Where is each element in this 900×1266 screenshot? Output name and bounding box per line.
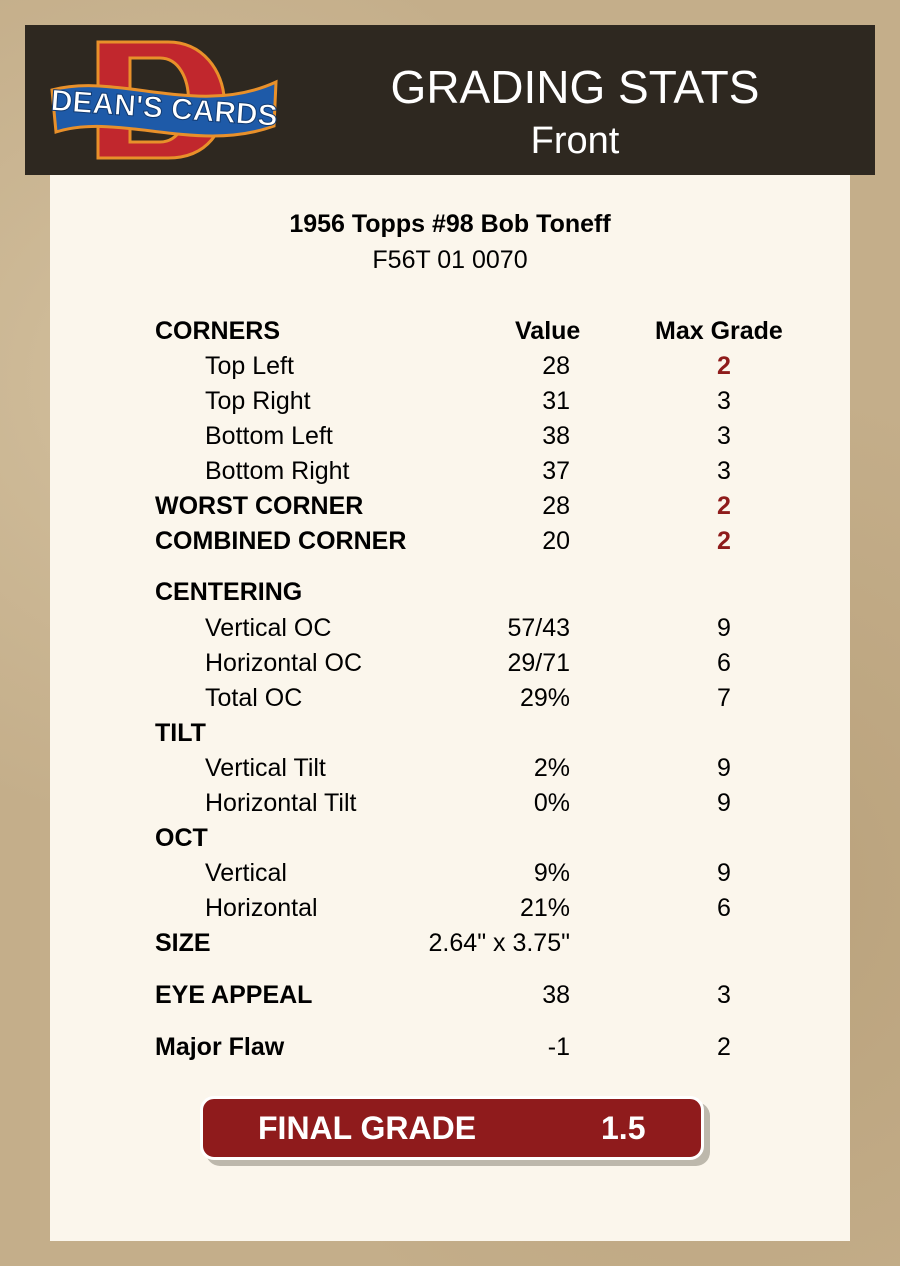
- stat-max-grade: 9: [717, 754, 731, 782]
- card-id: F56T 01 0070: [372, 246, 528, 274]
- stat-row: Horizontal 21% 6: [0, 893, 900, 923]
- stat-label: CENTERING: [155, 578, 303, 606]
- stat-max-grade: 3: [717, 981, 731, 1009]
- stat-row: EYE APPEAL 38 3: [0, 980, 900, 1010]
- stat-max-grade: 6: [717, 894, 731, 922]
- final-grade-badge: FINAL GRADE 1.5: [200, 1096, 704, 1160]
- stat-value: 2.64" x 3.75": [428, 929, 570, 957]
- stat-value: 21%: [519, 894, 570, 922]
- stat-row: Top Right 31 3: [0, 386, 900, 416]
- stat-label: TILT: [155, 719, 206, 747]
- stat-value: 38: [542, 422, 570, 450]
- stat-value: 9%: [533, 859, 570, 887]
- stat-row: Top Left 28 2: [0, 351, 900, 381]
- stat-max-grade: 3: [717, 387, 731, 415]
- stat-label: EYE APPEAL: [155, 981, 313, 1009]
- stat-max-grade: 3: [717, 422, 731, 450]
- stat-max-grade: 9: [717, 859, 731, 887]
- stat-row: Bottom Right 37 3: [0, 456, 900, 486]
- stat-label: Horizontal Tilt: [205, 789, 357, 817]
- stat-value: -1: [547, 1033, 570, 1061]
- deans-cards-logo: DEAN'S CARDS: [49, 40, 279, 160]
- stat-value: 0%: [533, 789, 570, 817]
- card-name: 1956 Topps #98 Bob Toneff: [289, 210, 611, 238]
- stat-row: Total OC 29% 7: [0, 683, 900, 713]
- stat-label: Total OC: [205, 684, 303, 712]
- stat-label: WORST CORNER: [155, 492, 364, 520]
- stat-value: 29/71: [507, 649, 570, 677]
- stat-label: Top Left: [205, 352, 294, 380]
- value-column-header: Value: [515, 317, 581, 345]
- page-subtitle: Front: [530, 120, 620, 162]
- stat-row: CENTERING: [0, 577, 900, 607]
- stat-label: Top Right: [205, 387, 311, 415]
- stat-value: 57/43: [507, 614, 570, 642]
- stat-label: Horizontal OC: [205, 649, 362, 677]
- stat-max-grade: 2: [717, 492, 731, 520]
- stat-row: Vertical OC 57/43 9: [0, 613, 900, 643]
- stat-value: 29%: [519, 684, 570, 712]
- stat-value: 28: [542, 492, 570, 520]
- stat-label: Major Flaw: [155, 1033, 285, 1061]
- stat-value: 37: [542, 457, 570, 485]
- stat-max-grade: 2: [717, 527, 731, 555]
- stat-row: TILT: [0, 718, 900, 748]
- stat-max-grade: 2: [717, 352, 731, 380]
- stat-label: Vertical OC: [205, 614, 332, 642]
- stat-row: Vertical Tilt 2% 9: [0, 753, 900, 783]
- stat-max-grade: 9: [717, 789, 731, 817]
- stat-value: 2%: [533, 754, 570, 782]
- stat-max-grade: 2: [717, 1033, 731, 1061]
- stat-row: Horizontal Tilt 0% 9: [0, 788, 900, 818]
- stat-label: OCT: [155, 824, 208, 852]
- column-headers: Value Max Grade: [0, 316, 900, 346]
- stat-label: Horizontal: [205, 894, 318, 922]
- stat-max-grade: 3: [717, 457, 731, 485]
- stat-label: Vertical: [205, 859, 287, 887]
- max-grade-column-header: Max Grade: [655, 317, 783, 345]
- stat-row: OCT: [0, 823, 900, 853]
- stat-value: 38: [542, 981, 570, 1009]
- stat-row: Horizontal OC 29/71 6: [0, 648, 900, 678]
- stat-label: SIZE: [155, 929, 211, 957]
- final-grade-label: FINAL GRADE: [258, 1110, 477, 1146]
- stat-label: Bottom Left: [205, 422, 333, 450]
- stat-row: Vertical 9% 9: [0, 858, 900, 888]
- stat-row: COMBINED CORNER 20 2: [0, 526, 900, 556]
- stat-label: Bottom Right: [205, 457, 350, 485]
- page-title: GRADING STATS: [390, 61, 760, 113]
- stats-panel: [50, 170, 850, 1241]
- stat-row: WORST CORNER 28 2: [0, 491, 900, 521]
- stat-label: CORNERS: [155, 317, 281, 345]
- stat-value: 31: [542, 387, 570, 415]
- final-grade-value: 1.5: [601, 1110, 646, 1146]
- stat-max-grade: 6: [717, 649, 731, 677]
- stat-value: 20: [542, 527, 570, 555]
- stat-label: COMBINED CORNER: [155, 527, 407, 555]
- stat-row: Bottom Left 38 3: [0, 421, 900, 451]
- stat-label: Vertical Tilt: [205, 754, 326, 782]
- stat-max-grade: 9: [717, 614, 731, 642]
- stat-row: CORNERS: [0, 316, 900, 346]
- stat-row: SIZE 2.64" x 3.75": [0, 928, 900, 958]
- stat-row: Major Flaw -1 2: [0, 1032, 900, 1062]
- stat-max-grade: 7: [717, 684, 731, 712]
- stat-value: 28: [542, 352, 570, 380]
